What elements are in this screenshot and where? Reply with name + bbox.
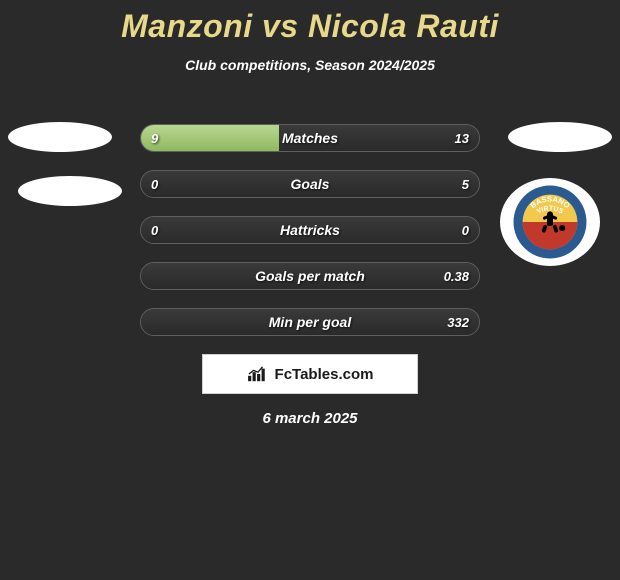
stat-row-min-per-goal: Min per goal 332 <box>140 308 480 336</box>
stat-row-hattricks: 0 Hattricks 0 <box>140 216 480 244</box>
stat-bar-right <box>141 309 479 335</box>
player-right-badge-1 <box>508 122 612 152</box>
date-text: 6 march 2025 <box>0 410 620 427</box>
brand-chart-icon <box>247 365 269 383</box>
player-left-badge-2 <box>18 176 122 206</box>
stat-bar-right <box>141 217 479 243</box>
player-right-club-badge: BASSANO VIRTUS <box>500 178 600 266</box>
stat-bar-right <box>279 125 479 151</box>
player-left-badge-1 <box>8 122 112 152</box>
stat-row-goals: 0 Goals 5 <box>140 170 480 198</box>
subtitle: Club competitions, Season 2024/2025 <box>0 57 620 73</box>
stat-bar-right <box>141 263 479 289</box>
page-title: Manzoni vs Nicola Rauti <box>0 0 620 45</box>
brand-text: FcTables.com <box>275 366 374 383</box>
stat-row-matches: 9 Matches 13 <box>140 124 480 152</box>
club-logo: BASSANO VIRTUS <box>512 184 588 260</box>
stats-container: 9 Matches 13 0 Goals 5 0 Hattricks 0 Goa… <box>140 124 480 354</box>
stat-bar-left <box>141 125 279 151</box>
brand-box[interactable]: FcTables.com <box>202 354 418 394</box>
stat-row-goals-per-match: Goals per match 0.38 <box>140 262 480 290</box>
stat-bar-right <box>141 171 479 197</box>
